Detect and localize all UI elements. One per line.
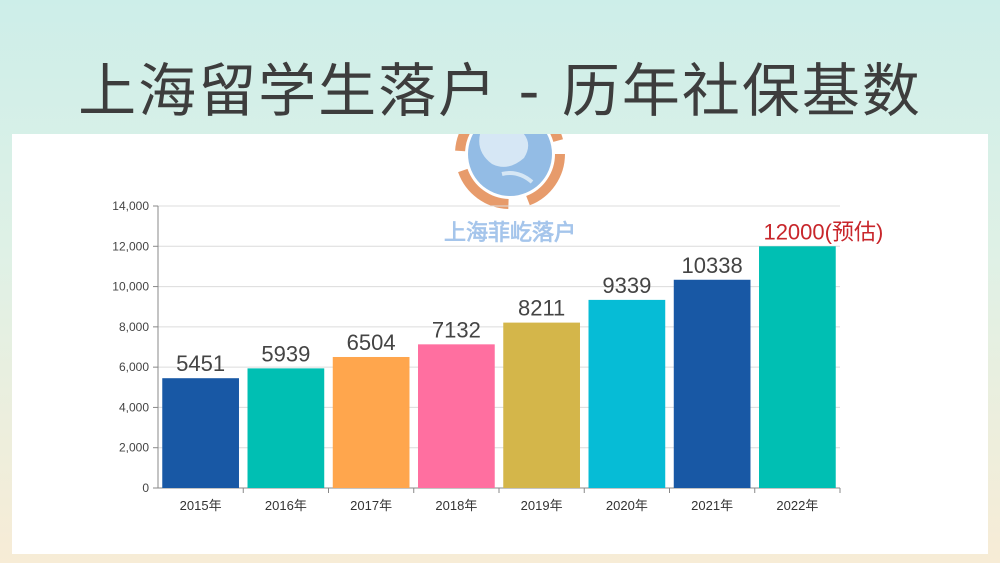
globe-icon — [455, 134, 565, 209]
data-label: 7132 — [432, 317, 481, 342]
x-tick-label: 2015年 — [180, 498, 222, 513]
data-label: 9339 — [602, 273, 651, 298]
x-tick-label: 2022年 — [776, 498, 818, 513]
y-tick-label: 10,000 — [112, 280, 149, 294]
x-axis-ticks: 2015年 2016年 2017年 2018年 2019年 2020年 2021年 2022年 — [180, 488, 841, 513]
x-tick-label: 2021年 — [691, 498, 733, 513]
y-tick-label: 4,000 — [119, 400, 149, 414]
y-tick-label: 8,000 — [119, 320, 149, 334]
bar — [247, 368, 325, 488]
watermark-text: 上海菲屹落户 — [444, 220, 576, 246]
data-label: 8211 — [518, 296, 565, 321]
data-label: 12000(预估) — [763, 219, 883, 244]
watermark-logo: 上海菲屹落户 — [444, 134, 576, 246]
data-labels: 5451 5939 6504 7132 8211 9339 10338 12000(预估) — [176, 219, 883, 376]
y-tick-label: 6,000 — [119, 360, 149, 374]
bar — [162, 378, 239, 488]
page-title: 上海留学生落户 - 历年社保基数 — [78, 57, 922, 125]
x-tick-label: 2018年 — [435, 498, 477, 513]
bar — [332, 356, 410, 488]
bar — [418, 344, 495, 488]
x-tick-label: 2019年 — [521, 498, 563, 513]
chart-panel: 上海菲屹落户 0 2,000 4,000 6,000 8,000 10,000 12,000… — [12, 134, 988, 554]
data-label: 5451 — [176, 351, 225, 376]
y-tick-label: 0 — [142, 481, 149, 495]
y-tick-label: 2,000 — [119, 441, 149, 455]
data-label: 5939 — [261, 341, 310, 366]
data-label: 10338 — [682, 253, 743, 278]
y-axis-ticks: 0 2,000 4,000 6,000 8,000 10,000 12,000 14,000 — [112, 199, 158, 495]
x-tick-label: 2017年 — [350, 498, 392, 513]
bar-chart: 02,0004,0006,0008,00010,00012,00014,000 … — [112, 199, 883, 513]
bar — [759, 246, 836, 488]
y-tick-label: 14,000 — [112, 199, 149, 213]
bar — [503, 322, 580, 488]
y-tick-label: 12,000 — [112, 239, 149, 253]
data-label: 6504 — [347, 330, 396, 355]
x-tick-label: 2016年 — [265, 498, 307, 513]
bar — [673, 279, 751, 488]
bar — [588, 299, 666, 488]
bars — [162, 246, 836, 488]
x-tick-label: 2020年 — [606, 498, 648, 513]
